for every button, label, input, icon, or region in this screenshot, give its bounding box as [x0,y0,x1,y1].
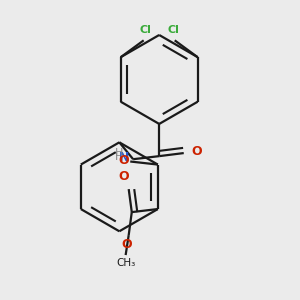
Text: H: H [115,152,124,162]
Text: O: O [118,154,129,167]
Text: N: N [119,151,130,164]
Text: H: H [114,148,123,158]
Text: O: O [191,145,202,158]
Text: O: O [119,170,129,183]
Text: Cl: Cl [139,25,151,35]
Text: O: O [122,238,133,250]
Text: CH₃: CH₃ [116,257,135,268]
Text: Cl: Cl [167,25,179,35]
